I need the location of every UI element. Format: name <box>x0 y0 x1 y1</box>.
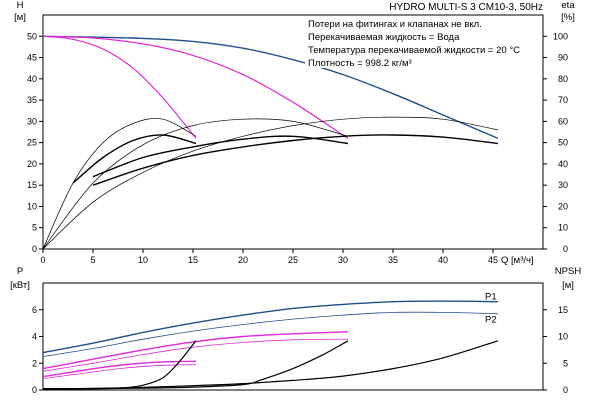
upper-right-tick-label: 30 <box>558 180 568 190</box>
upper-x-axis-label: Q [м³/ч] <box>501 255 534 266</box>
upper-right-tick-label: 90 <box>558 53 568 63</box>
lower-left-axis-symbol: P <box>17 266 23 277</box>
upper-series-line <box>92 135 349 178</box>
upper-x-tick-label: 30 <box>338 255 348 265</box>
upper-right-tick-label: 10 <box>558 223 568 233</box>
upper-x-tick-label: 40 <box>438 255 448 265</box>
upper-series-line <box>42 35 197 139</box>
upper-left-tick-label: 30 <box>27 116 37 126</box>
lower-right-tick-label: 5 <box>563 358 568 368</box>
upper-x-tick-label: 0 <box>40 255 45 265</box>
chart-title: HYDRO MULTI-S 3 CM10-3, 50Hz <box>389 2 543 13</box>
lower-series-line <box>42 331 349 370</box>
upper-series-line <box>92 134 499 186</box>
note-fittings: Потери на фитингах и клапанах не вкл. <box>308 19 482 30</box>
upper-x-tick-label: 25 <box>288 255 298 265</box>
upper-left-tick-label: 20 <box>27 159 37 169</box>
lower-right-tick-label: 10 <box>558 332 568 342</box>
lower-left-tick-label: 2 <box>32 358 37 368</box>
lower-right-axis-symbol: NPSH <box>555 266 582 277</box>
lower-series-label-p1: P1 <box>485 292 497 303</box>
upper-left-axis-unit: [м] <box>14 12 26 23</box>
upper-left-tick-label: 40 <box>27 74 37 84</box>
upper-series-line <box>42 35 499 140</box>
upper-series-line <box>42 116 499 250</box>
upper-right-tick-label: 0 <box>563 244 568 254</box>
upper-right-tick-label: 50 <box>558 138 568 148</box>
notes-background <box>305 16 541 68</box>
upper-left-tick-label: 5 <box>32 223 37 233</box>
lower-left-tick-label: 4 <box>32 332 37 342</box>
lower-series-line <box>42 340 197 390</box>
upper-left-tick-label: 0 <box>32 244 37 254</box>
upper-right-axis-unit: [%] <box>561 12 575 23</box>
upper-right-tick-label: 80 <box>558 74 568 84</box>
upper-right-tick-label: 100 <box>553 31 568 41</box>
upper-right-tick-label: 60 <box>558 116 568 126</box>
upper-right-tick-label: 70 <box>558 95 568 105</box>
lower-series-line <box>42 360 197 378</box>
lower-plot-frame <box>42 282 544 391</box>
upper-x-tick-label: 35 <box>388 255 398 265</box>
note-density: Плотность = 998.2 кг/м³ <box>308 58 412 69</box>
upper-left-tick-label: 15 <box>27 180 37 190</box>
lower-series-line <box>42 364 197 379</box>
upper-right-tick-label: 40 <box>558 159 568 169</box>
lower-left-tick-label: 6 <box>32 305 37 315</box>
upper-x-tick-label: 15 <box>188 255 198 265</box>
note-liquid: Перекачиваемая жидкость = Вода <box>308 32 460 43</box>
upper-left-tick-label: 50 <box>27 31 37 41</box>
upper-x-tick-label: 45 <box>488 255 498 265</box>
lower-left-axis-unit: [кВт] <box>10 280 30 291</box>
upper-left-tick-label: 10 <box>27 201 37 211</box>
upper-x-tick-label: 5 <box>90 255 95 265</box>
lower-right-axis-unit: [м] <box>562 280 574 291</box>
upper-series-line <box>42 118 349 250</box>
upper-plot: 0510152025303540455001020304050607080901… <box>14 0 575 266</box>
upper-left-axis-symbol: H <box>17 0 24 11</box>
lower-plot: 0 2 4 6 0 5 10 15 P [кВт] NPSH [м] P1 P2 <box>10 266 581 395</box>
lower-left-tick-label: 0 <box>32 385 37 395</box>
upper-x-tick-label: 10 <box>138 255 148 265</box>
upper-right-tick-label: 20 <box>558 201 568 211</box>
upper-x-tick-label: 20 <box>238 255 248 265</box>
upper-series-line <box>42 118 197 250</box>
upper-left-tick-label: 45 <box>27 53 37 63</box>
lower-series-line <box>42 311 499 357</box>
upper-right-axis-symbol: eta <box>561 0 575 11</box>
lower-series-line <box>42 340 499 390</box>
upper-series-line <box>42 35 349 139</box>
note-temperature: Температура перекачиваемой жидкости = 20… <box>308 45 520 56</box>
upper-left-tick-label: 25 <box>27 138 37 148</box>
lower-right-tick-label: 0 <box>563 385 568 395</box>
lower-right-tick-label: 15 <box>558 305 568 315</box>
lower-series-label-p2: P2 <box>485 314 497 325</box>
lower-series-line <box>42 300 499 354</box>
lower-series-line <box>42 338 349 372</box>
upper-series-line <box>72 134 197 184</box>
conditions-notes: Потери на фитингах и клапанах не вкл. Пе… <box>305 16 541 69</box>
upper-left-tick-label: 35 <box>27 95 37 105</box>
